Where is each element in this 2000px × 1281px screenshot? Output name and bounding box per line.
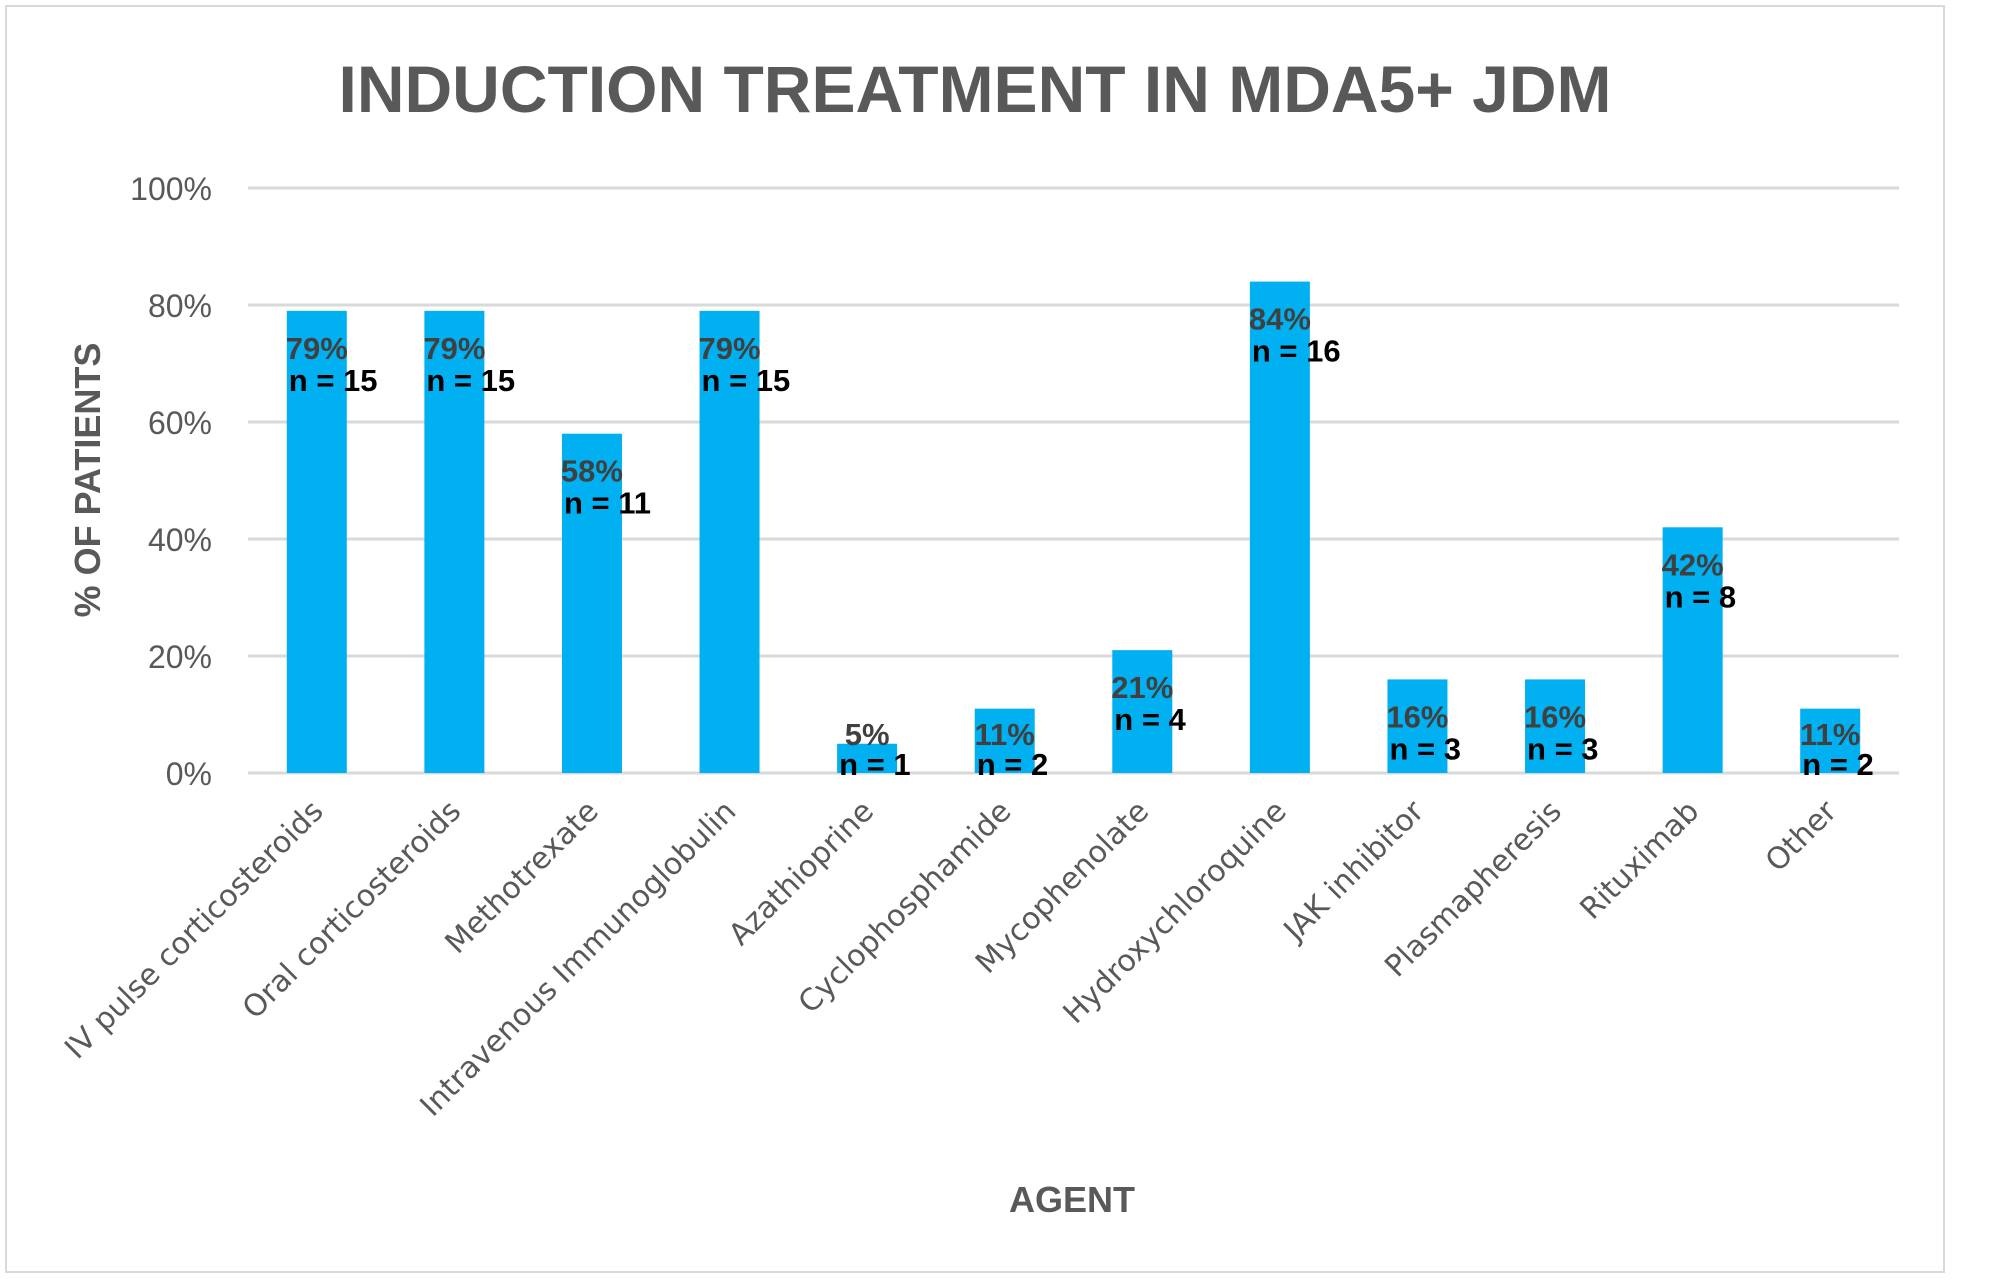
- percent-label: 79%: [286, 331, 348, 366]
- y-tick-label: 60%: [148, 405, 212, 441]
- gridlines: [248, 186, 1899, 775]
- count-label: n = 3: [1389, 731, 1461, 766]
- x-tick-label: IV pulse corticosteroids: [58, 794, 330, 1066]
- percent-label: 79%: [699, 331, 761, 366]
- y-tick-label: 0%: [166, 756, 212, 792]
- bar: [286, 310, 347, 773]
- x-tick-label: Azathioprine: [722, 794, 881, 953]
- bar: [837, 743, 898, 773]
- x-tick-label: Other: [1759, 793, 1844, 878]
- percent-label: 5%: [845, 717, 890, 752]
- y-axis-title: % OF PATIENTS: [67, 343, 108, 618]
- percent-label: 84%: [1249, 302, 1311, 337]
- bar: [424, 310, 485, 773]
- bar: [1249, 281, 1310, 773]
- bar: [974, 708, 1035, 773]
- bars: [286, 281, 1861, 773]
- bar: [1387, 679, 1448, 773]
- count-label: n = 15: [702, 363, 791, 398]
- percent-label: 58%: [561, 454, 623, 489]
- bar: [1662, 527, 1723, 773]
- bar: [561, 433, 622, 773]
- bar: [699, 310, 760, 773]
- percent-label: 16%: [1524, 699, 1586, 734]
- count-label: n = 15: [426, 363, 515, 398]
- y-tick-label: 40%: [148, 522, 212, 558]
- count-label: n = 2: [1802, 747, 1874, 782]
- chart-title: INDUCTION TREATMENT IN MDA5+ JDM: [339, 52, 1612, 126]
- x-axis-title: AGENT: [1009, 1179, 1135, 1220]
- x-tick-label: JAK inhibitor: [1276, 793, 1432, 949]
- count-label: n = 11: [564, 486, 651, 521]
- count-label: n = 16: [1252, 334, 1341, 369]
- y-tick-label: 100%: [130, 171, 212, 207]
- count-label: n = 4: [1114, 702, 1186, 737]
- count-label: n = 15: [289, 363, 378, 398]
- count-label: n = 8: [1665, 579, 1737, 614]
- x-tick-label: Rituximab: [1574, 794, 1707, 927]
- y-axis-ticks: 0% 20% 40% 60% 80% 100%: [130, 171, 212, 792]
- y-tick-label: 20%: [148, 639, 212, 675]
- percent-label: 16%: [1386, 699, 1448, 734]
- count-label: n = 2: [977, 747, 1049, 782]
- count-label: n = 1: [839, 747, 911, 782]
- percent-label: 11%: [1800, 717, 1860, 752]
- count-label: n = 3: [1527, 731, 1599, 766]
- percent-label: 21%: [1111, 670, 1173, 705]
- percent-label: 79%: [423, 331, 485, 366]
- bar: [1800, 708, 1861, 773]
- y-tick-label: 80%: [148, 288, 212, 324]
- bar: [1525, 679, 1586, 773]
- percent-label: 11%: [975, 717, 1035, 752]
- bar: [1112, 650, 1173, 773]
- percent-label: 42%: [1662, 547, 1724, 582]
- x-tick-label: Hydroxychloroquine: [1057, 794, 1294, 1031]
